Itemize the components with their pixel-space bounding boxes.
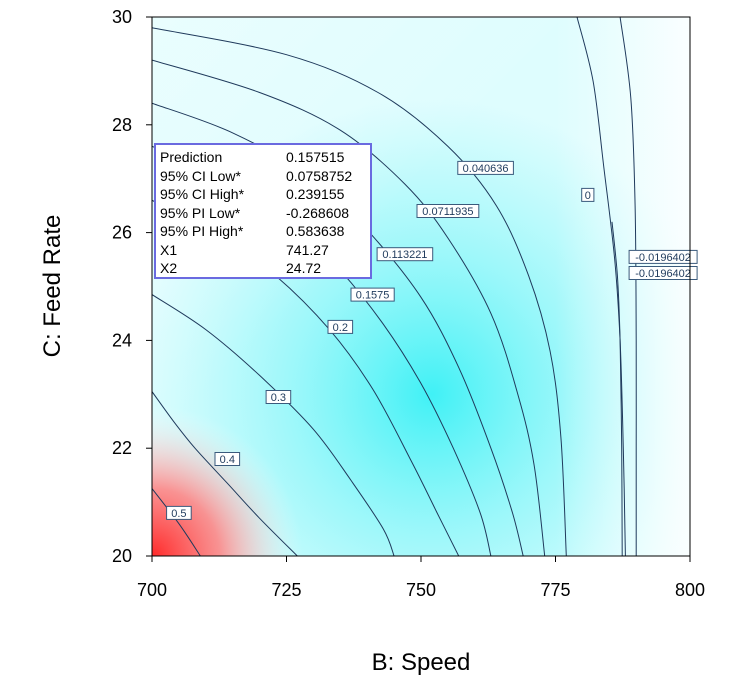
contour-label-box-2 [265, 390, 292, 404]
contour-label-10: -0.0196402 [635, 268, 691, 280]
tooltip-row-label: X1 [160, 241, 178, 258]
tooltip-row-label: 95% CI Low* [160, 167, 241, 184]
contour-label-box-10 [628, 266, 698, 280]
contour-label-box-5 [376, 247, 434, 262]
contour-line-1 [152, 391, 298, 556]
contour-label-9: -0.0196402 [635, 252, 691, 264]
tooltip-row-value: 0.157515 [286, 149, 345, 165]
contour-label-1: 0.4 [220, 454, 235, 466]
x-tick-label-3: 775 [540, 580, 570, 600]
contour-labels: 0.5 0.4 0.3 0.2 0.1575 0.113221 0.0711935 0.040… [166, 160, 698, 520]
contour-label-box-6 [416, 204, 480, 218]
contour-line-6 [152, 59, 546, 556]
x-tick-label-2: 750 [406, 580, 436, 600]
x-tick-label-0: 700 [137, 580, 167, 600]
contour-label-box-1 [214, 452, 241, 466]
contour-line-5 [152, 102, 524, 556]
y-axis: 20 22 24 26 28 30 [112, 7, 152, 566]
contour-label-box-7 [457, 160, 514, 175]
contour-label-box-0 [166, 505, 192, 520]
plot-background [152, 17, 690, 556]
tooltip-row-label: 95% CI High* [160, 186, 245, 202]
y-tick-label-0: 20 [112, 546, 132, 566]
plot-fill-red [152, 17, 690, 556]
contour-label-6: 0.0711935 [422, 206, 473, 218]
contour-line-7 [152, 27, 567, 556]
x-tick-label-1: 725 [271, 580, 301, 600]
contour-label-3: 0.2 [333, 322, 348, 334]
y-tick-label-2: 24 [112, 330, 132, 350]
y-tick-label-1: 22 [112, 438, 132, 458]
tooltip-row-value: 741.27 [286, 241, 329, 258]
contour-label-8: 0 [585, 190, 591, 202]
y-tick-label-5: 30 [112, 7, 132, 27]
y-axis-title: C: Feed Rate [39, 215, 66, 358]
contour-label-2: 0.3 [271, 392, 286, 404]
contour-line-9 [611, 221, 623, 556]
contour-label-box-8 [581, 187, 595, 202]
contour-label-box-9 [628, 249, 698, 264]
contour-label-box-3 [327, 319, 354, 334]
tooltip-row-value: 24.72 [286, 260, 322, 276]
tooltip-row-label: 95% PI Low* [160, 204, 241, 221]
tooltip-row-label: Prediction [160, 149, 223, 165]
x-axis-title: B: Speed [372, 649, 471, 676]
y-tick-label-3: 26 [112, 223, 132, 243]
tooltip-row-value: -0.268608 [286, 204, 350, 221]
contour-lines [152, 17, 637, 556]
x-axis: 700 725 750 775 800 [137, 556, 705, 600]
contour-line-8 [576, 17, 626, 556]
contour-label-4: 0.1575 [356, 290, 390, 302]
contour-line-0 [152, 488, 201, 556]
tooltip-row-label: X2 [160, 260, 178, 276]
contour-label-5: 0.113221 [382, 249, 427, 261]
tooltip-row-value: 0.239155 [286, 186, 345, 202]
x-tick-label-4: 800 [675, 580, 705, 600]
prediction-tooltip: Prediction 0.157515 95% CI Low* 0.0758752 95… [154, 143, 372, 279]
y-tick-label-4: 28 [112, 115, 132, 135]
tooltip-row-value: 0.0758752 [286, 167, 353, 184]
contour-label-0: 0.5 [171, 508, 186, 520]
tooltip-row-label: 95% PI High* [160, 223, 244, 239]
contour-label-7: 0.040636 [463, 163, 509, 175]
contour-label-box-4 [350, 287, 395, 302]
tooltip-row-value: 0.583638 [286, 223, 345, 239]
contour-line-2 [152, 294, 395, 556]
